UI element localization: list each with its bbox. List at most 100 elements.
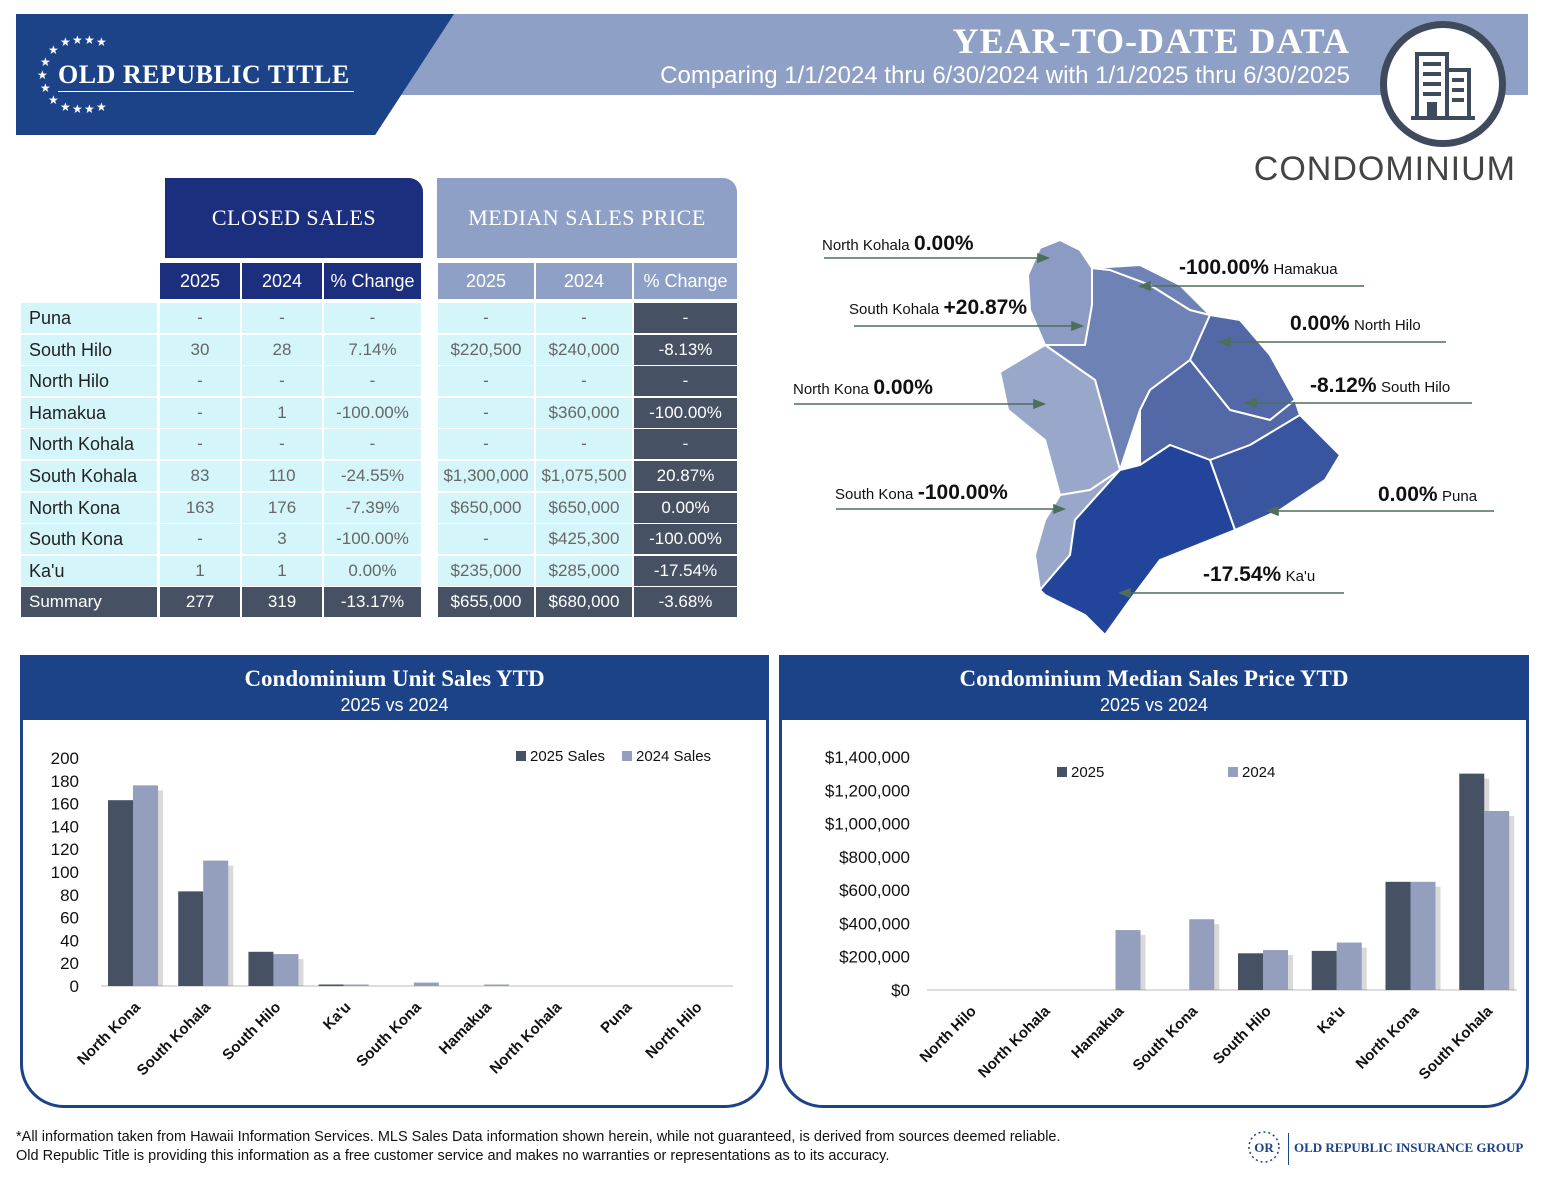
row-name: North Hilo: [21, 366, 157, 396]
summary-pch: -3.68%: [634, 587, 737, 617]
cell-s24: 176: [242, 493, 322, 523]
column-header-sch: % Change: [324, 263, 421, 299]
disclaimer-line-1: *All information taken from Hawaii Infor…: [16, 1129, 1061, 1145]
cell-pch: -: [634, 366, 737, 396]
cell-pch: -: [634, 429, 737, 459]
x-tick-label: South Kona: [1130, 1002, 1202, 1074]
cell-s25: 83: [160, 461, 240, 491]
cell-sch: 0.00%: [324, 556, 421, 586]
row-name: South Kohala: [21, 461, 157, 491]
svg-text:★: ★: [96, 100, 107, 114]
svg-text:★: ★: [72, 34, 83, 47]
map-region-hamakua: [1091, 264, 1211, 316]
cell-p24: $240,000: [536, 335, 632, 365]
cell-pch: 20.87%: [634, 461, 737, 491]
legend-swatch: [516, 751, 526, 761]
y-tick-label: $0: [891, 981, 910, 1000]
cell-p24: $285,000: [536, 556, 632, 586]
svg-text:★: ★: [48, 43, 59, 57]
cell-s24: 1: [242, 398, 322, 428]
y-tick-label: 120: [51, 840, 79, 859]
bar-series-2: [133, 785, 158, 986]
cell-s25: -: [160, 524, 240, 554]
bar-series-2: [203, 860, 229, 986]
cell-p25: -: [438, 429, 534, 459]
cell-p25: -: [438, 398, 534, 428]
bar-series-2: [1263, 950, 1288, 990]
row-name: North Kona: [21, 493, 157, 523]
column-header-s25: 2025: [160, 263, 240, 299]
cell-pch: -: [634, 303, 737, 333]
page-subtitle: Comparing 1/1/2024 thru 6/30/2024 with 1…: [660, 62, 1350, 89]
cell-s25: -: [160, 398, 240, 428]
cell-s25: 1: [160, 556, 240, 586]
header-banner: [380, 14, 1528, 95]
x-tick-label: Puna: [597, 998, 635, 1036]
cell-sch: -7.39%: [324, 493, 421, 523]
y-tick-label: $800,000: [839, 848, 910, 867]
summary-label: Summary: [21, 587, 157, 617]
unit-sales-chart-header: Condominium Unit Sales YTD 2025 vs 2024: [23, 658, 766, 720]
building-icon-badge: [1380, 21, 1506, 147]
y-tick-label: 60: [60, 909, 79, 928]
cell-s24: -: [242, 429, 322, 459]
y-tick-label: 140: [51, 817, 79, 836]
bar-series-2: [413, 982, 439, 986]
cell-p25: $1,300,000: [438, 461, 534, 491]
y-tick-label: 0: [70, 977, 79, 996]
row-name: South Hilo: [21, 335, 157, 365]
page-title: YEAR-TO-DATE DATA: [952, 21, 1350, 61]
bar-series-1: [248, 951, 274, 986]
map-label-south-kona: South Kona -100.00%: [835, 481, 1008, 504]
y-tick-label: 160: [51, 795, 79, 814]
x-tick-label: North Kona: [74, 998, 144, 1068]
y-tick-label: 180: [51, 772, 79, 791]
x-tick-label: South Kohala: [134, 998, 215, 1079]
bar-series-2: [1484, 811, 1510, 990]
cell-p24: $1,075,500: [536, 461, 632, 491]
cell-s25: 30: [160, 335, 240, 365]
chart-title: Condominium Median Sales Price YTD: [959, 666, 1349, 691]
map-label-north-hilo: 0.00% North Hilo: [1290, 312, 1421, 335]
legend-label: 2025: [1071, 764, 1104, 781]
company-name: OLD REPUBLIC TITLE: [58, 60, 350, 89]
cell-p24: -: [536, 303, 632, 333]
x-tick-label: South Hilo: [219, 999, 284, 1064]
svg-text:★: ★: [72, 102, 83, 114]
x-tick-label: Hamakua: [1068, 1002, 1128, 1062]
svg-text:★: ★: [60, 100, 71, 114]
bar-series-1: [178, 891, 204, 986]
svg-text:★: ★: [48, 93, 59, 107]
row-name: South Kona: [21, 524, 157, 554]
cell-pch: -100.00%: [634, 398, 737, 428]
svg-text:★: ★: [60, 35, 71, 49]
legend-label: 2024 Sales: [636, 748, 711, 765]
median-price-chart-panel: Condominium Median Sales Price YTD 2025 …: [779, 655, 1529, 1108]
property-category: CONDOMINIUM: [1253, 150, 1516, 188]
svg-text:★: ★: [40, 55, 51, 69]
y-tick-label: $200,000: [839, 948, 910, 967]
column-header-p25: 2025: [438, 263, 534, 299]
cell-s24: 3: [242, 524, 322, 554]
disclaimer: *All information taken from Hawaii Infor…: [16, 1128, 1216, 1166]
cell-sch: -24.55%: [324, 461, 421, 491]
unit-sales-chart-panel: Condominium Unit Sales YTD 2025 vs 2024 …: [20, 655, 769, 1108]
row-name: Ka'u: [21, 556, 157, 586]
row-name: Puna: [21, 303, 157, 333]
closed-sales-header: CLOSED SALES: [165, 178, 423, 258]
column-header-p24: 2024: [536, 263, 632, 299]
cell-s24: 1: [242, 556, 322, 586]
cell-sch: 7.14%: [324, 335, 421, 365]
x-tick-label: South Hilo: [1210, 1003, 1275, 1068]
cell-s24: -: [242, 303, 322, 333]
x-tick-label: North Kohala: [975, 1002, 1054, 1081]
footer-divider: [1288, 1133, 1289, 1165]
cell-p25: -: [438, 524, 534, 554]
x-tick-label: Ka'u: [320, 999, 355, 1034]
cell-s25: -: [160, 429, 240, 459]
column-header-pch: % Change: [634, 263, 737, 299]
map-label-south-hilo: -8.12% South Hilo: [1310, 374, 1451, 397]
svg-text:OR: OR: [1254, 1140, 1274, 1155]
x-tick-label: North Hilo: [917, 1003, 980, 1066]
